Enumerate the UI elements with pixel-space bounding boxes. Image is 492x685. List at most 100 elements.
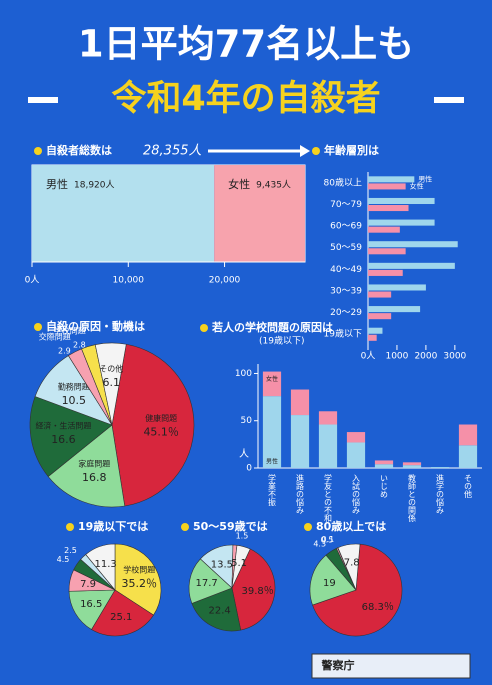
bar — [368, 269, 403, 276]
legend-label: 男性 — [266, 458, 278, 466]
bar-segment — [290, 415, 310, 468]
pie-slice — [231, 548, 276, 631]
x-tick-label: 2000 — [414, 352, 437, 362]
x-tick-label: 進学の悩み — [436, 474, 445, 514]
chart-subtitle: (19歳以下) — [259, 335, 304, 347]
pie-slice — [94, 342, 127, 426]
bar-segment — [430, 467, 450, 468]
chart-title: 80歳以上では — [316, 519, 386, 533]
subheadline: 令和4年の自殺者 — [111, 79, 380, 119]
y-tick-label: 30～39 — [330, 286, 362, 296]
bullet — [181, 523, 189, 531]
slice-name: 家庭問題 — [78, 458, 110, 468]
value-label: 6.1 — [102, 376, 120, 389]
x-tick-label: 0人 — [25, 275, 40, 286]
bar-segment — [346, 442, 366, 468]
bar-segment — [346, 432, 366, 443]
value-label: 7.9 — [80, 579, 96, 590]
chart-title: 年齢層別は — [324, 143, 379, 157]
bar-segment — [32, 165, 215, 262]
bullet — [312, 147, 320, 155]
series-name: 男性 — [46, 177, 68, 191]
chart-title: 自殺者総数は — [46, 143, 112, 157]
dash — [28, 97, 58, 103]
chart-title: 50～59歳では — [193, 519, 268, 533]
pie-slice — [91, 589, 154, 637]
slice-name: 交際問題 — [39, 331, 71, 341]
bullet — [304, 523, 312, 531]
bar-segment — [374, 464, 394, 468]
bar-segment — [458, 445, 478, 468]
bar-segment — [262, 396, 282, 468]
bar-segment — [318, 424, 338, 468]
bar — [368, 313, 392, 320]
x-tick-label: 教師との関係 — [408, 473, 417, 523]
bar — [368, 284, 426, 291]
value-label: 7.8 — [344, 558, 360, 569]
value-label: 5.1 — [231, 558, 247, 569]
value-label: 0.1 — [322, 535, 335, 544]
slice-name: 経済・生活問題 — [35, 420, 91, 430]
slice-name: 学校問題 — [54, 325, 86, 335]
dash — [434, 97, 464, 103]
value-label: 18,920人 — [74, 180, 115, 191]
value-label: 35.2％ — [122, 577, 158, 590]
bar — [368, 205, 409, 212]
slice-name: 学校問題 — [123, 564, 155, 574]
value-label: 25.1 — [110, 612, 132, 623]
x-tick-label: 3000 — [443, 352, 466, 362]
y-tick-label: 60～69 — [330, 222, 362, 232]
bar — [368, 241, 458, 248]
value-label: 13.5 — [211, 559, 233, 570]
x-tick-label: 入試の悩み — [352, 474, 361, 514]
y-tick-label: 100 — [235, 369, 252, 379]
bullet — [34, 323, 42, 331]
bar — [368, 197, 435, 205]
legend-label: 女性 — [410, 181, 424, 190]
value-label: 45.1％ — [143, 425, 179, 438]
bullet — [34, 147, 42, 155]
x-tick-label: 1000 — [385, 352, 408, 362]
bar-segment — [402, 465, 422, 468]
x-tick-label: その他 — [464, 474, 473, 499]
x-tick-label: いじめ — [380, 474, 389, 498]
arrow-head — [300, 145, 310, 157]
bar — [368, 226, 400, 233]
value-label: 16.8 — [82, 471, 107, 484]
pie-slice — [312, 543, 403, 637]
bar — [368, 306, 421, 313]
legend-label: 女性 — [266, 375, 278, 383]
pie-slice — [231, 544, 251, 589]
value-label: 11.3 — [95, 559, 117, 570]
value-label: 16.5 — [80, 599, 102, 610]
bar-segment — [290, 389, 310, 416]
y-tick-label: 20～29 — [330, 308, 362, 318]
value-label: 4.3 — [313, 539, 326, 548]
bar — [368, 219, 435, 226]
value-label: 19 — [323, 578, 336, 589]
value-label: 4.5 — [57, 555, 70, 564]
bar — [368, 327, 383, 334]
y-tick-label: 80歳以上 — [324, 176, 362, 188]
total-label: 28,355人 — [143, 144, 202, 159]
series-name: 女性 — [228, 177, 250, 191]
chart-title: 若人の学校問題の原因は — [212, 320, 333, 334]
x-tick-label: 学友との不和 — [324, 473, 333, 523]
x-tick-label: 0人 — [361, 351, 376, 362]
y-tick-label: 40～49 — [330, 265, 362, 275]
value-label: 39.8％ — [241, 586, 273, 597]
y-axis-label: 人 — [239, 448, 249, 460]
value-label: 2.5 — [64, 546, 77, 555]
x-tick-label: 10,000 — [113, 276, 145, 286]
pie-slice — [188, 558, 233, 604]
value-label: 2.8 — [73, 340, 86, 349]
x-tick-label: 学業不振 — [268, 473, 277, 507]
bar-segment — [262, 371, 282, 397]
y-tick-label: 0 — [246, 464, 252, 474]
y-tick-label: 50～59 — [330, 243, 362, 253]
value-label: 1.5 — [236, 532, 249, 541]
bar — [368, 291, 392, 298]
bar-segment — [214, 165, 305, 262]
value-label: 68.3％ — [362, 602, 394, 613]
